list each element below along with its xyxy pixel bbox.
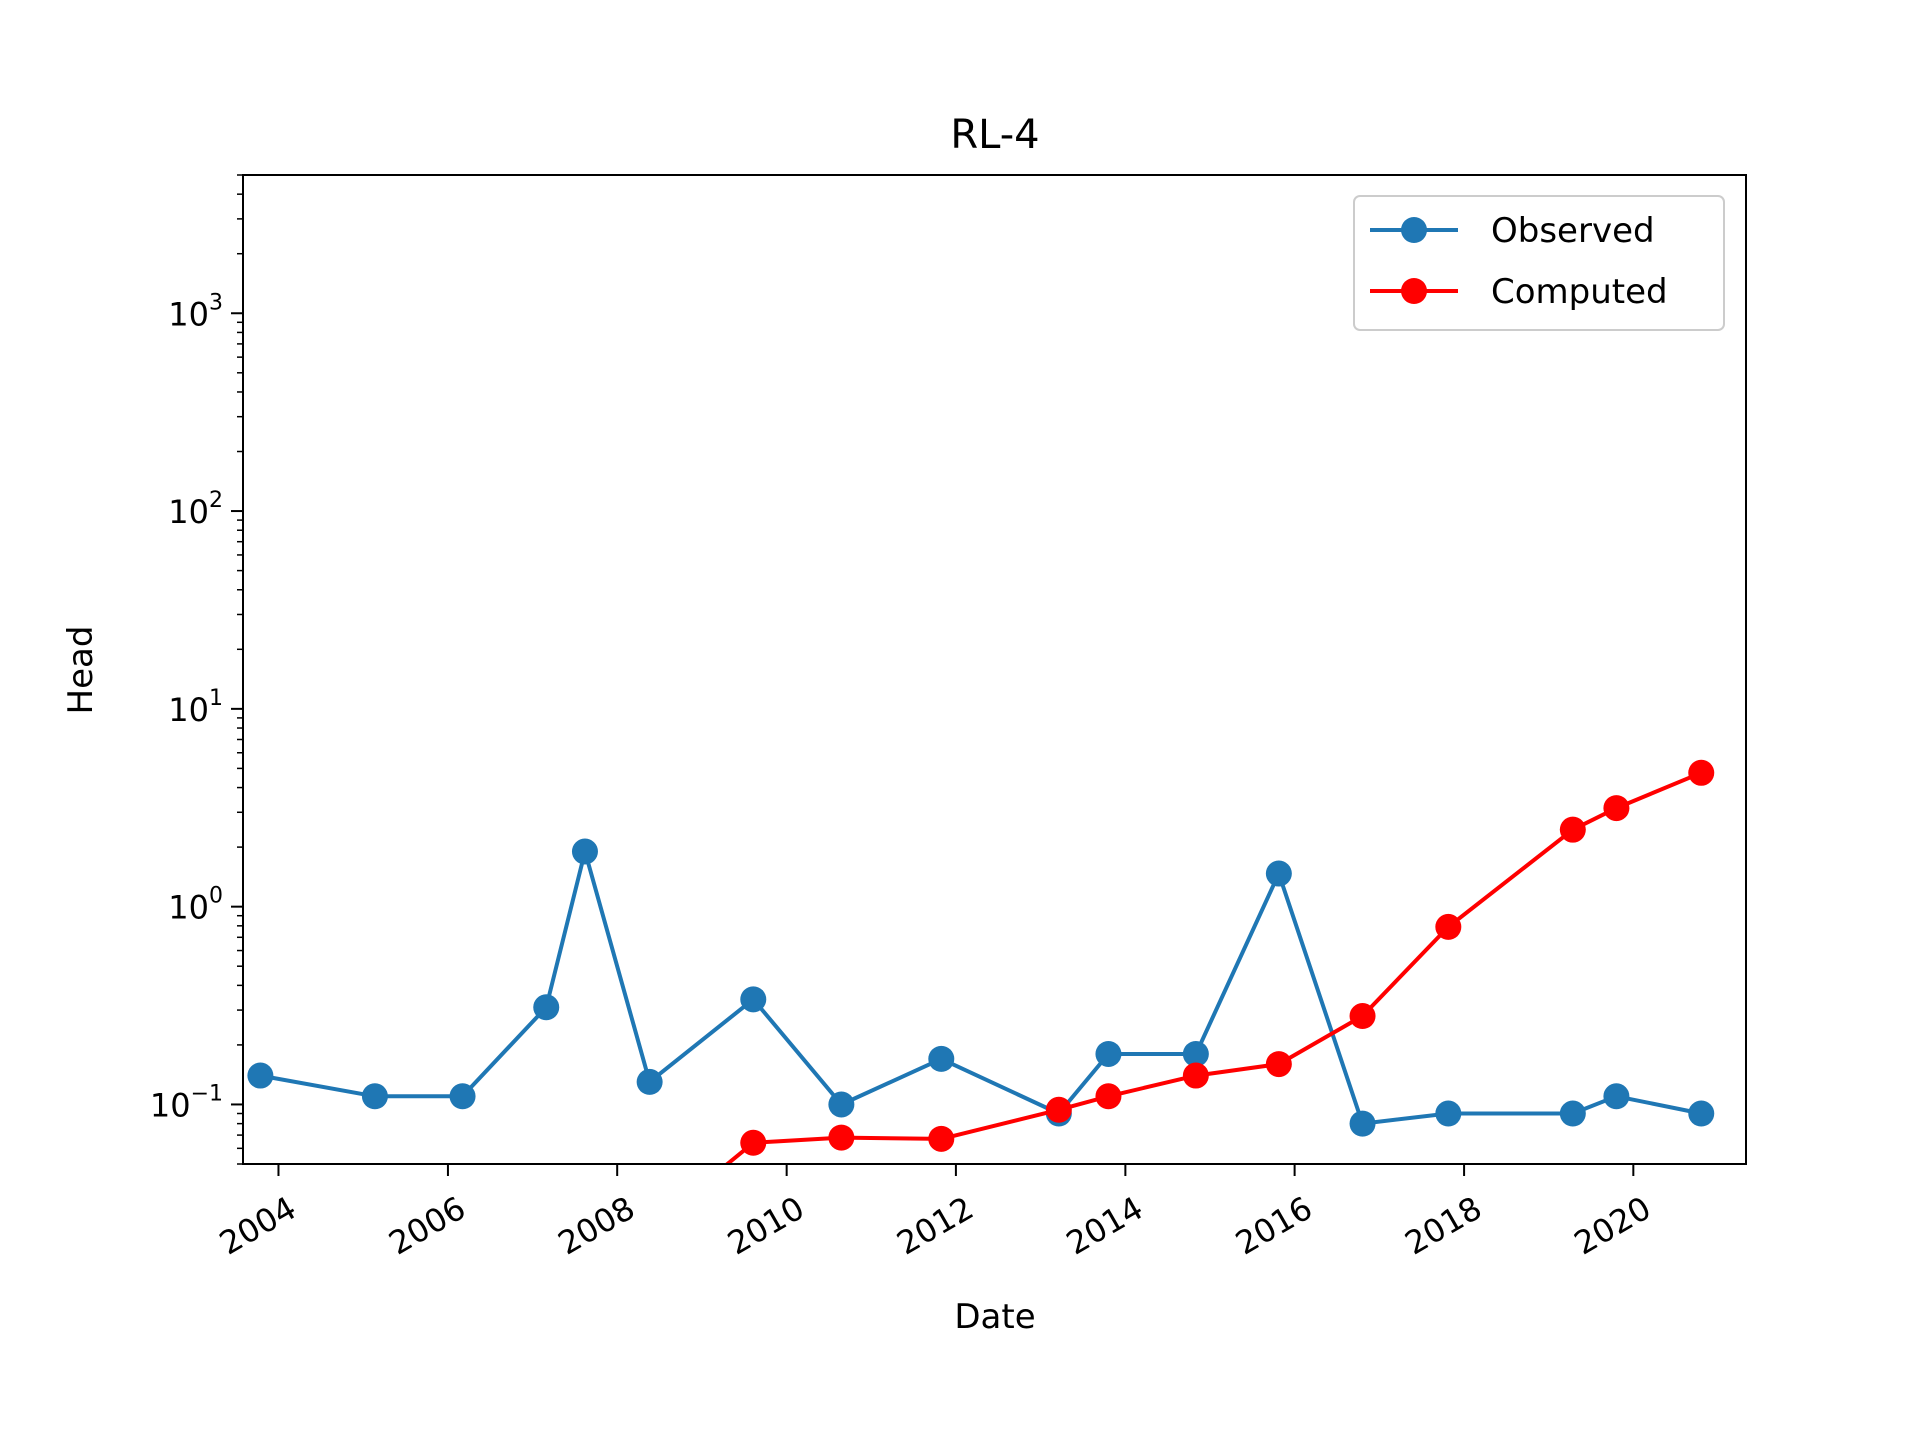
data-point-computed bbox=[740, 1129, 767, 1156]
plot-frame bbox=[242, 174, 1747, 1165]
data-point-observed bbox=[449, 1083, 476, 1110]
x-axis-label: Date bbox=[954, 1297, 1035, 1337]
y-tick-label: 103 bbox=[168, 290, 223, 333]
data-point-observed bbox=[571, 838, 598, 865]
data-point-observed bbox=[928, 1045, 955, 1072]
data-point-computed bbox=[1265, 1051, 1292, 1078]
y-axis: 10−1 100 101 102 103 bbox=[150, 174, 243, 1165]
data-point-observed bbox=[533, 994, 560, 1021]
data-point-computed bbox=[1435, 913, 1462, 940]
data-point-observed bbox=[1603, 1083, 1630, 1110]
y-tick-label: 100 bbox=[168, 884, 223, 927]
data-point-observed bbox=[1559, 1100, 1586, 1127]
y-axis-label: Head bbox=[61, 626, 101, 715]
legend: Observed Computed bbox=[1353, 195, 1725, 331]
data-point-observed bbox=[247, 1062, 274, 1089]
y-tick-label: 101 bbox=[168, 686, 223, 729]
data-point-observed bbox=[1182, 1040, 1209, 1067]
data-point-computed bbox=[1095, 1083, 1122, 1110]
legend-label: Computed bbox=[1491, 272, 1668, 312]
data-point-observed bbox=[1095, 1040, 1122, 1067]
data-point-computed bbox=[1688, 759, 1715, 786]
data-point-observed bbox=[740, 986, 767, 1013]
legend-label: Observed bbox=[1491, 211, 1655, 251]
data-point-computed bbox=[1182, 1062, 1209, 1089]
data-point-observed bbox=[828, 1091, 855, 1118]
data-point-observed bbox=[1265, 860, 1292, 887]
data-point-computed bbox=[1603, 795, 1630, 822]
data-point-computed bbox=[1045, 1096, 1072, 1123]
y-tick-label: 102 bbox=[168, 488, 223, 531]
data-point-computed bbox=[928, 1125, 955, 1152]
data-point-computed bbox=[828, 1124, 855, 1151]
legend-marker bbox=[1401, 217, 1427, 243]
data-point-observed bbox=[1688, 1100, 1715, 1127]
series-line-observed bbox=[260, 849, 1702, 1126]
data-point-observed bbox=[1435, 1100, 1462, 1127]
data-layer bbox=[247, 759, 1715, 1164]
y-tick-label: 10−1 bbox=[150, 1081, 223, 1124]
data-point-observed bbox=[636, 1068, 663, 1095]
chart-title: RL-4 bbox=[950, 112, 1039, 158]
data-point-observed bbox=[361, 1083, 388, 1110]
data-point-computed bbox=[1349, 1003, 1376, 1030]
data-point-observed bbox=[1349, 1110, 1376, 1137]
data-point-computed bbox=[1559, 816, 1586, 843]
legend-marker bbox=[1401, 278, 1427, 304]
